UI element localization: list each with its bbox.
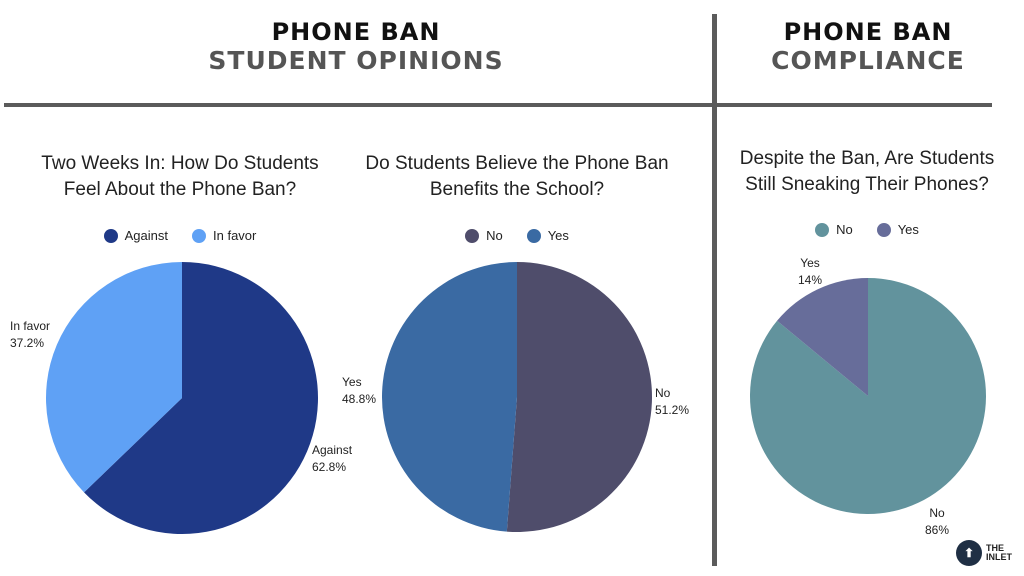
legend-label: Yes	[897, 222, 919, 237]
pie-slice-in-favor	[46, 262, 183, 493]
slice-label-name: No	[655, 386, 671, 400]
chart2-pie	[382, 262, 652, 532]
chart1-legend-item: In favor	[192, 228, 256, 243]
horizontal-divider	[4, 103, 992, 107]
legend-swatch	[192, 228, 206, 243]
chart1-slice-label: Against 62.8%	[312, 442, 352, 476]
slice-label-value: 86%	[925, 523, 950, 537]
header-left-line1: PHONE BAN	[271, 18, 441, 46]
vertical-divider	[712, 14, 717, 566]
chart2-slice-label: No 51.2%	[655, 385, 689, 419]
legend-swatch	[815, 222, 830, 237]
slice-label-value: 51.2%	[655, 403, 690, 417]
header-student-opinions: PHONE BAN STUDENT OPINIONS	[0, 18, 712, 76]
chart1-title: Two Weeks In: How Do Students Feel About…	[30, 151, 330, 203]
chart3-legend-item: No	[815, 222, 853, 237]
slice-label-name: Yes	[342, 375, 362, 389]
logo-text: THE INLET	[986, 544, 1012, 562]
chart2-slice-label: Yes 48.8%	[342, 374, 376, 408]
legend-swatch	[526, 228, 541, 243]
legend-swatch	[103, 228, 118, 243]
chart1-legend-item: Against	[103, 228, 168, 243]
header-left-line2: STUDENT OPINIONS	[208, 46, 504, 75]
chart2-legend: No Yes	[360, 228, 674, 243]
slice-label-value: 48.8%	[342, 392, 377, 406]
chart2-legend-item: Yes	[526, 228, 569, 243]
legend-swatch	[876, 222, 891, 237]
chart2-title-line2: Benefits the School?	[429, 179, 605, 200]
pie-slice-yes	[382, 262, 517, 532]
chart3-legend-item: Yes	[876, 222, 919, 237]
slice-label-name: No	[929, 506, 945, 520]
slice-label-value: 37.2%	[10, 336, 45, 350]
chart3-legend: No Yes	[722, 222, 1012, 237]
the-inlet-logo: ⬆ THE INLET	[956, 540, 1012, 566]
logo-line1: THE	[986, 543, 1004, 553]
legend-label: Against	[124, 228, 168, 243]
header-compliance: PHONE BAN COMPLIANCE	[718, 18, 1018, 76]
slice-label-name: Against	[312, 443, 353, 457]
logo-line2: INLET	[986, 552, 1012, 562]
chart1-title-line1: Two Weeks In: How Do Students	[41, 153, 319, 174]
legend-swatch	[465, 228, 480, 243]
chart3-title-line2: Still Sneaking Their Phones?	[745, 174, 989, 195]
slice-label-name: In favor	[10, 319, 51, 333]
chart2-title: Do Students Believe the Phone Ban Benefi…	[360, 151, 674, 203]
legend-label: In favor	[213, 228, 257, 243]
chart2-title-line1: Do Students Believe the Phone Ban	[365, 153, 669, 174]
chart1-legend: Against In favor	[30, 228, 330, 243]
header-right-line1: PHONE BAN	[783, 18, 953, 46]
chart1-title-line2: Feel About the Phone Ban?	[63, 179, 297, 200]
chart3-pie	[750, 278, 986, 514]
pie-slice-yes	[777, 278, 868, 396]
slice-label-value: 62.8%	[312, 460, 347, 474]
legend-label: Yes	[547, 228, 569, 243]
chart3-title-line1: Despite the Ban, Are Students	[739, 148, 995, 169]
chart3-slice-label: Yes 14%	[798, 255, 822, 289]
chart3-title: Despite the Ban, Are Students Still Snea…	[722, 146, 1012, 198]
slice-label-name: Yes	[800, 256, 820, 270]
lighthouse-icon: ⬆	[956, 540, 982, 566]
chart1-pie	[46, 262, 318, 534]
chart2-legend-item: No	[465, 228, 503, 243]
pie-slice-no	[506, 262, 652, 532]
chart3-slice-label: No 86%	[925, 505, 949, 539]
legend-label: No	[486, 228, 503, 243]
slice-label-value: 14%	[798, 273, 823, 287]
legend-label: No	[836, 222, 853, 237]
chart1-slice-label: In favor 37.2%	[10, 318, 50, 352]
header-right-line2: COMPLIANCE	[771, 46, 965, 75]
pie-slice-against	[84, 262, 318, 534]
